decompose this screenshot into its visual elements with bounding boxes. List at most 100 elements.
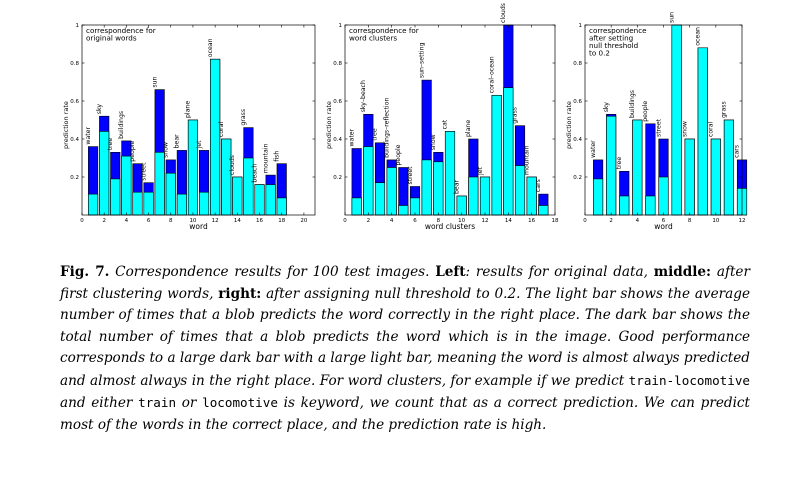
left-bar-label-15: grass: [240, 109, 247, 126]
left-axes-frame: [81, 24, 316, 216]
right-bar-label-12: cars: [734, 145, 741, 158]
left-bar-label-8: snow: [163, 142, 170, 158]
middle-bar-light-6: [409, 197, 421, 216]
left-xtick-label-4: 4: [125, 218, 129, 224]
left-bar-light-3: [110, 178, 121, 216]
left-bar-label-4: buildings: [118, 111, 125, 139]
left-bar-light-13: [221, 138, 232, 216]
right-ytick-label-1: 1: [579, 23, 583, 29]
middle-bar-label-16: mountain: [523, 145, 530, 175]
middle-bar-label-10: bear: [453, 179, 460, 194]
left-xtick-label-6: 6: [147, 218, 151, 224]
right-bar-light-3: [619, 195, 630, 216]
right-xtick-label-0: 0: [583, 218, 587, 224]
middle-bar-light-14: [503, 87, 514, 216]
caption-right-label: right:: [218, 285, 262, 302]
right-bar-light-2: [606, 115, 617, 216]
middle-xtick-label-18: 18: [552, 218, 559, 224]
right-bar-light-4: [632, 119, 643, 216]
middle-bar-label-7: sun–setting: [418, 42, 425, 78]
left-bar-label-9: bear: [174, 134, 181, 149]
middle-bar-label-15: grass: [512, 107, 519, 124]
right-xlabel: word: [654, 222, 673, 231]
middle-title-line-2: word clusters: [349, 34, 397, 43]
right-xtick-label-2: 2: [609, 218, 613, 224]
middle-bar-label-13: coral–ocean: [488, 56, 495, 93]
caption-text-2: : results for original data,: [465, 264, 654, 280]
middle-bar-light-2: [363, 146, 374, 216]
right-ytick-label-0.8: 0.8: [573, 61, 582, 67]
middle-ytick-label-0.4: 0.4: [333, 137, 342, 143]
middle-bar-light-8: [433, 161, 444, 216]
left-xtick-label-16: 16: [256, 218, 263, 224]
right-bar-label-5: people: [642, 101, 649, 122]
right-bar-label-1: water: [590, 140, 597, 158]
middle-xtick-label-16: 16: [528, 218, 535, 224]
right-ytick-label-0.4: 0.4: [573, 137, 582, 143]
caption-left-label: Left: [435, 264, 466, 280]
left-bar-light-6: [143, 191, 154, 216]
middle-xtick-label-12: 12: [482, 218, 489, 224]
left-xtick-label-20: 20: [300, 218, 307, 224]
right-xtick-label-6: 6: [662, 218, 666, 224]
figure-charts: water sky tree buildings people street sun snow…: [62, 3, 748, 231]
middle-bar-label-5: people: [395, 144, 402, 165]
right-bar-light-11: [723, 119, 734, 216]
caption-text-6: or: [176, 395, 203, 411]
left-bar-label-16: beach: [251, 164, 258, 183]
figure-caption: Fig. 7. Correspondence results for 100 t…: [60, 262, 750, 436]
right-title-line-1: correspondence: [589, 26, 647, 35]
left-ylabel: prediction rate: [62, 101, 70, 149]
left-bar-label-12: ocean: [207, 38, 214, 57]
left-bar-light-18: [276, 197, 287, 216]
right-bar-light-7: [671, 24, 682, 216]
left-xtick-label-10: 10: [189, 218, 196, 224]
left-bar-label-13: coral: [218, 121, 225, 137]
right-xtick-label-4: 4: [636, 218, 640, 224]
left-bar-label-7: sun: [151, 76, 158, 87]
right-bar-label-6: street: [655, 118, 662, 137]
left-xtick-label-8: 8: [169, 218, 173, 224]
middle-bar-label-4: buildings–reflection: [383, 98, 390, 158]
right-xtick-label-10: 10: [712, 218, 719, 224]
left-ytick-label-0.6: 0.6: [70, 99, 79, 105]
middle-bar-label-6: street: [407, 166, 414, 185]
middle-bar-label-8: snow: [430, 134, 437, 150]
right-bar-label-2: sky: [603, 102, 610, 113]
middle-bar-light-12: [479, 176, 491, 216]
middle-bar-light-11: [468, 176, 479, 216]
middle-bar-light-5: [398, 205, 409, 216]
left-title-line-1: correspondence for: [86, 26, 156, 35]
left-bar-label-17: mountain: [262, 144, 269, 174]
left-bar-light-8: [165, 172, 176, 216]
fig-label: Fig. 7.: [60, 264, 110, 280]
middle-bar-light-7: [421, 159, 432, 216]
right-bar-label-8: snow: [681, 121, 688, 137]
left-bar-light-14: [232, 176, 243, 216]
left-bar-light-17: [265, 184, 276, 216]
middle-bar-label-12: jet: [477, 166, 484, 176]
left-bar-light-1: [88, 193, 99, 216]
right-bar-label-7: sun: [668, 12, 675, 23]
left-bar-label-18: fish: [273, 151, 280, 162]
right-bar-light-9: [697, 47, 708, 216]
right-ylabel: prediction rate: [565, 101, 573, 149]
middle-bar-light-13: [491, 95, 502, 216]
middle-ylabel: prediction rate: [325, 101, 333, 149]
middle-axes-frame: [344, 24, 556, 216]
caption-code-train: train: [138, 395, 177, 410]
left-xlabel: word: [189, 222, 208, 231]
right-ytick-label-0.6: 0.6: [573, 99, 582, 105]
left-title-line-2: original words: [86, 34, 137, 43]
right-xtick-label-12: 12: [739, 218, 746, 224]
left-bar-label-10: plane: [185, 101, 192, 118]
left-bar-label-5: people: [129, 141, 136, 162]
middle-ytick-label-0.8: 0.8: [333, 61, 342, 67]
left-bar-label-11: jet: [196, 140, 203, 150]
middle-bar-label-1: water: [348, 128, 355, 146]
middle-bar-light-1: [351, 197, 362, 216]
left-xtick-label-2: 2: [102, 218, 106, 224]
middle-ytick-label-0.2: 0.2: [333, 175, 342, 181]
middle-bar-label-2: sky–beach: [360, 80, 367, 112]
left-bar-light-4: [121, 155, 132, 216]
